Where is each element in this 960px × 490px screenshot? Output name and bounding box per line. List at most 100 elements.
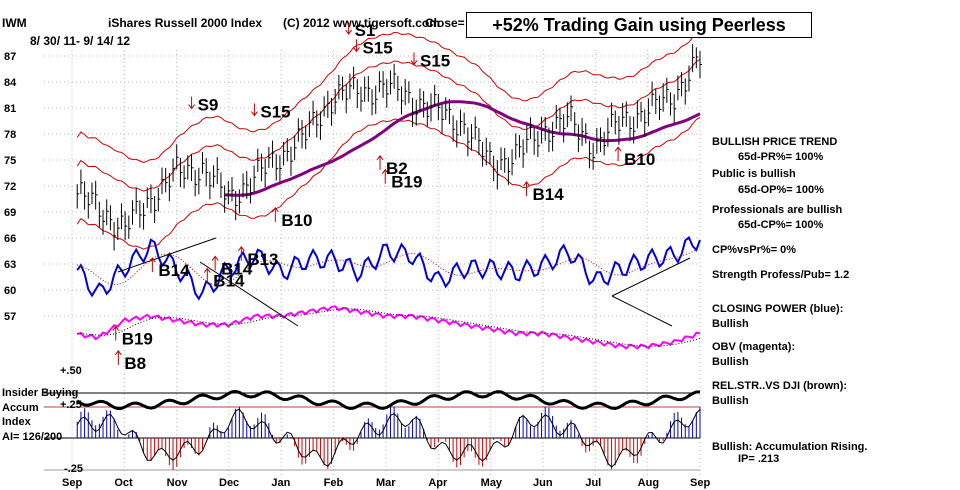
- signal-label: B14: [158, 261, 190, 280]
- copyright-text: (C) 2012 www.tigersoft.com: [283, 16, 440, 30]
- sell-arrowhead: [345, 29, 353, 35]
- x-tick-label: Aug: [638, 477, 659, 489]
- chart-title: iShares Russell 2000 Index: [108, 16, 262, 30]
- sell-arrowhead: [353, 47, 360, 53]
- trading-gain-badge: +52% Trading Gain using Peerless: [466, 12, 812, 38]
- signal-label: B13: [247, 250, 278, 269]
- status-line: Strength Profess/Pub= 1.2: [712, 269, 849, 281]
- status-panel: BULLISH PRICE TREND 65d-PR%= 100% Public i…: [712, 136, 867, 465]
- signal-label: B19: [391, 173, 422, 192]
- buy-arrowhead: [271, 207, 279, 213]
- y-tick-label: 87: [4, 51, 16, 63]
- status-line: Bullish: [712, 395, 749, 407]
- y-tick-label: 81: [4, 103, 16, 115]
- closing-power-line: [76, 235, 701, 301]
- accum-plus25-label: +.25: [60, 399, 82, 411]
- buy-arrowhead: [203, 267, 211, 273]
- signal-label: B10: [624, 150, 655, 169]
- status-line: BULLISH PRICE TREND: [712, 136, 837, 148]
- accum-minus25-label: -.25: [64, 463, 83, 475]
- signal-label: S1: [355, 21, 376, 40]
- upper-band-outer: [76, 30, 701, 164]
- status-line: Bullish: Accumulation Rising.: [712, 441, 867, 453]
- buy-arrowhead: [148, 257, 156, 263]
- accum-label-1: Insider Buying: [2, 387, 78, 399]
- accum-label-3: Index: [2, 416, 32, 428]
- status-line: IP= .213: [738, 453, 779, 465]
- accum-label-2: Accum: [2, 402, 39, 414]
- signal-label: S9: [198, 96, 219, 115]
- price-bands: [76, 30, 701, 250]
- status-line: CLOSING POWER (blue):: [712, 303, 843, 315]
- y-tick-label: 69: [4, 207, 16, 219]
- signal-label: S15: [420, 51, 450, 70]
- x-tick-label: Mar: [376, 477, 396, 489]
- status-line: Professionals are bullish: [712, 204, 842, 216]
- y-tick-label: 66: [4, 233, 16, 245]
- buy-arrowhead: [614, 146, 622, 152]
- x-tick-label: Dec: [219, 477, 239, 489]
- moving-average-line: [224, 100, 701, 197]
- buy-arrowhead: [237, 246, 245, 252]
- date-range: 8/ 30/ 11- 9/ 14/ 12: [30, 34, 130, 48]
- y-tick-label: 57: [4, 311, 16, 323]
- indicator-lines: [76, 235, 701, 350]
- status-line: 65d-CP%= 100%: [738, 219, 824, 231]
- closing-power-line-ma: [77, 247, 701, 286]
- x-tick-label: Sep: [690, 477, 710, 489]
- status-line: OBV (magenta):: [712, 341, 795, 353]
- y-tick-label: 78: [4, 129, 16, 141]
- relative-strength-line: [76, 389, 700, 411]
- buy-arrowhead: [114, 350, 122, 356]
- status-line: REL.STR..VS DJI (brown):: [712, 380, 847, 392]
- x-tick-label: Oct: [114, 477, 133, 489]
- trend-lines: [117, 237, 691, 327]
- buy-arrowhead: [523, 181, 530, 187]
- status-line: 65d-PR%= 100%: [738, 151, 824, 163]
- y-tick-label: 72: [4, 181, 16, 193]
- accumulation-panel: [44, 389, 701, 471]
- price-bars: [76, 44, 702, 251]
- signal-label: B19: [122, 330, 153, 349]
- signal-label: B14: [221, 259, 253, 278]
- signal-label: B14: [533, 185, 565, 204]
- status-line: Bullish: [712, 318, 749, 330]
- ticker-label: IWM: [2, 16, 27, 30]
- sell-arrowhead: [188, 104, 196, 110]
- x-tick-label: Jun: [533, 477, 553, 489]
- sell-arrowhead: [250, 111, 258, 117]
- x-tick-label: Feb: [324, 477, 344, 489]
- upper-band-inner: [76, 58, 701, 192]
- x-tick-label: Jul: [585, 477, 601, 489]
- y-tick-label: 63: [4, 259, 16, 271]
- x-tick-label: Jan: [271, 477, 290, 489]
- y-tick-label: 84: [4, 77, 17, 89]
- obv-line: [76, 305, 701, 350]
- close-label: Close=: [425, 16, 465, 30]
- buy-arrowhead: [211, 255, 219, 261]
- x-tick-label: May: [481, 477, 503, 489]
- buy-arrowhead: [112, 325, 120, 331]
- x-tick-label: Apr: [428, 477, 448, 489]
- sell-arrowhead: [410, 60, 418, 66]
- buy-arrowhead: [376, 155, 384, 161]
- signal-label: B2: [386, 159, 408, 178]
- buy-arrowhead: [381, 168, 389, 175]
- signal-label: S15: [260, 103, 290, 122]
- accum-plus50-label: +.50: [60, 365, 82, 377]
- x-axis-ticks: Sep Oct Nov Dec Jan Feb Mar Apr May Jun Jul Aug Sep: [62, 477, 710, 489]
- signal-label: B14: [213, 272, 245, 291]
- accum-index-line: [76, 408, 701, 468]
- status-line: 65d-OP%= 100%: [738, 184, 824, 196]
- lower-band: [76, 116, 701, 250]
- signal-label: S15: [362, 38, 392, 57]
- signal-arrows: [112, 22, 622, 365]
- signal-label: B10: [281, 211, 312, 230]
- y-axis-ticks: 87 84 81 78 75 72 69 66 63 60 57: [4, 51, 17, 323]
- x-tick-label: Nov: [167, 477, 189, 489]
- accum-label-4: AI= 126/200: [2, 431, 62, 443]
- status-line: Bullish: [712, 356, 749, 368]
- x-tick-label: Sep: [62, 477, 82, 489]
